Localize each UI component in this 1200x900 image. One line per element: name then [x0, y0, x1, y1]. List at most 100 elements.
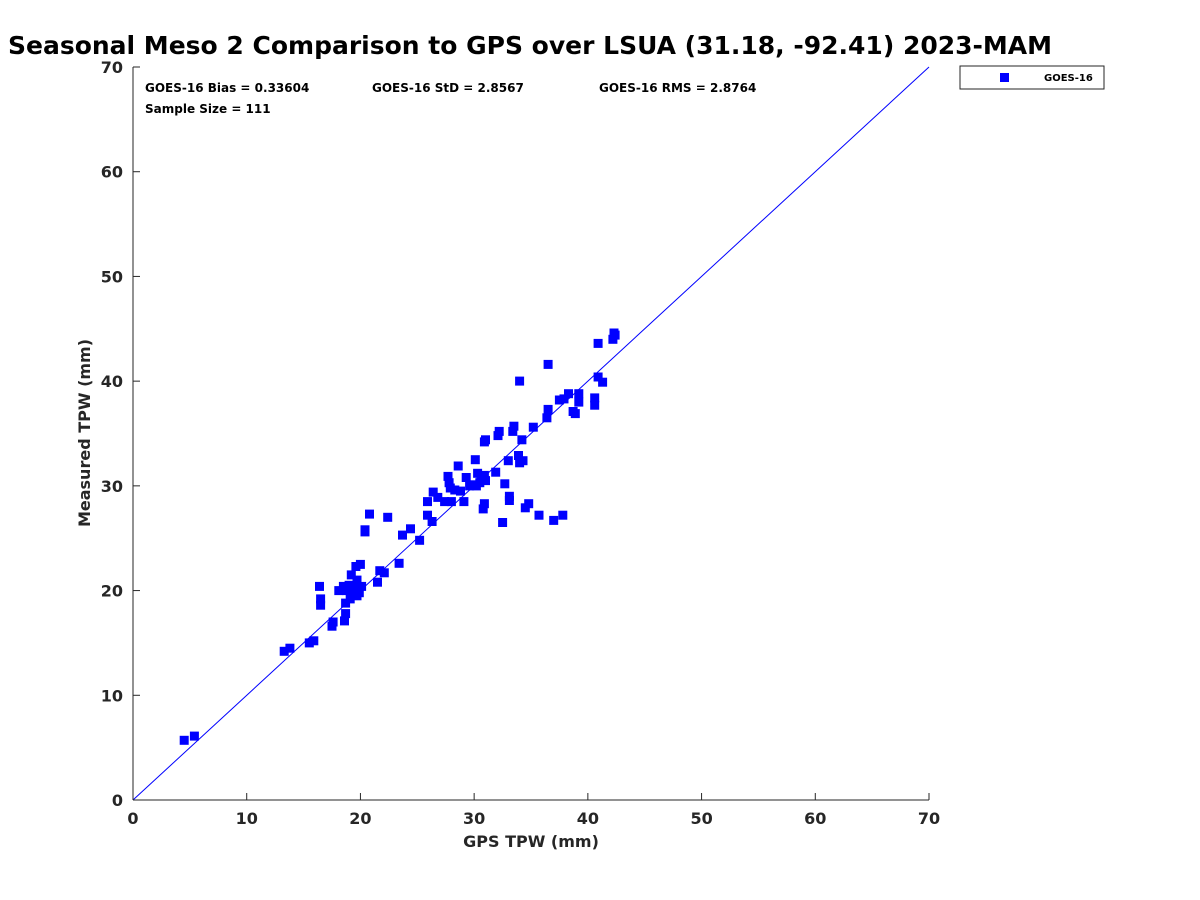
data-point [423, 510, 432, 520]
data-point [542, 413, 552, 423]
data-point [350, 584, 360, 593]
data-point [479, 499, 489, 509]
x-tick-label: 40 [577, 809, 599, 828]
data-point [444, 478, 454, 488]
data-point [554, 395, 564, 405]
data-point [379, 568, 389, 578]
data-point [559, 394, 569, 404]
data-point [570, 409, 580, 419]
x-tick-label: 50 [690, 809, 712, 828]
x-tick-label: 60 [804, 809, 826, 828]
data-point [398, 530, 407, 540]
data-point [453, 461, 463, 471]
data-point [344, 580, 354, 590]
data-point [574, 397, 584, 407]
data-point [456, 486, 465, 496]
data-point [574, 389, 584, 399]
y-ticks: 0 10 20 30 40 50 60 70 [101, 58, 140, 810]
y-axis-label: Measured TPW (mm) [75, 339, 94, 527]
data-point [316, 594, 326, 604]
data-point [345, 594, 355, 604]
data-point [470, 455, 480, 465]
data-point [354, 588, 364, 598]
data-point [461, 473, 471, 482]
chart-title: Seasonal Meso 2 Comparison to GPS over L… [8, 31, 1052, 60]
data-points [179, 328, 620, 745]
y-tick-label: 20 [101, 582, 123, 601]
y-tick-label: 70 [101, 58, 123, 77]
data-point [316, 600, 326, 610]
data-point [518, 456, 528, 466]
data-point [500, 479, 510, 489]
data-point [309, 636, 319, 646]
data-point [189, 731, 199, 741]
data-point [415, 535, 425, 545]
data-point [491, 467, 501, 477]
data-point [352, 575, 362, 585]
data-point [427, 517, 437, 526]
data-point [423, 497, 432, 507]
data-point [394, 558, 404, 568]
data-point [558, 510, 568, 520]
data-point [443, 471, 453, 481]
x-tick-label: 30 [463, 809, 485, 828]
data-point [341, 598, 351, 608]
y-tick-label: 50 [101, 267, 123, 286]
one-to-one-line [132, 66, 930, 801]
x-tick-label: 10 [236, 809, 258, 828]
data-point [373, 577, 382, 587]
data-point [459, 497, 469, 507]
data-point [450, 485, 460, 495]
data-point [328, 617, 338, 627]
data-point [564, 389, 573, 399]
data-point [524, 499, 534, 509]
data-point [433, 492, 443, 502]
data-point [285, 643, 295, 653]
data-point [446, 497, 456, 507]
x-tick-label: 70 [918, 809, 940, 828]
data-point [440, 497, 450, 507]
rms-stat: GOES-16 RMS = 2.8764 [599, 81, 756, 95]
data-point [428, 487, 438, 497]
data-point [478, 504, 488, 514]
x-ticks: 0 10 20 30 40 50 60 70 [127, 793, 940, 828]
x-tick-label: 20 [349, 809, 371, 828]
sample-size-stat: Sample Size = 111 [145, 102, 271, 116]
data-point [346, 570, 356, 580]
data-point [514, 451, 523, 460]
data-point [365, 509, 374, 519]
y-tick-label: 0 [112, 791, 123, 810]
data-point [508, 426, 518, 436]
legend-label-goes-16: GOES-16 [1044, 73, 1093, 84]
data-point [515, 376, 525, 386]
data-point [179, 735, 189, 745]
data-point [549, 515, 559, 525]
y-tick-label: 30 [101, 477, 123, 496]
data-point [528, 422, 538, 432]
y-tick-label: 40 [101, 372, 123, 391]
x-axis-label: GPS TPW (mm) [463, 832, 599, 851]
data-point [543, 404, 553, 414]
data-point [610, 330, 620, 340]
data-point [340, 616, 349, 626]
data-point [498, 518, 508, 527]
data-point [509, 421, 519, 431]
data-point [590, 393, 600, 403]
data-point [543, 359, 553, 369]
y-tick-label: 60 [101, 163, 123, 182]
legend-marker-goes-16 [1000, 73, 1009, 82]
data-point [342, 586, 352, 596]
data-point [334, 586, 344, 596]
data-point [590, 400, 600, 410]
data-point [279, 646, 289, 656]
legend: GOES-16 [959, 65, 1105, 90]
data-point [360, 525, 370, 535]
data-point [503, 456, 513, 466]
y-tick-label: 10 [101, 686, 123, 705]
legend-box [959, 65, 1105, 90]
data-point [479, 470, 489, 480]
data-point [341, 609, 351, 619]
bias-stat: GOES-16 Bias = 0.33604 [145, 81, 309, 95]
data-point [475, 478, 485, 488]
